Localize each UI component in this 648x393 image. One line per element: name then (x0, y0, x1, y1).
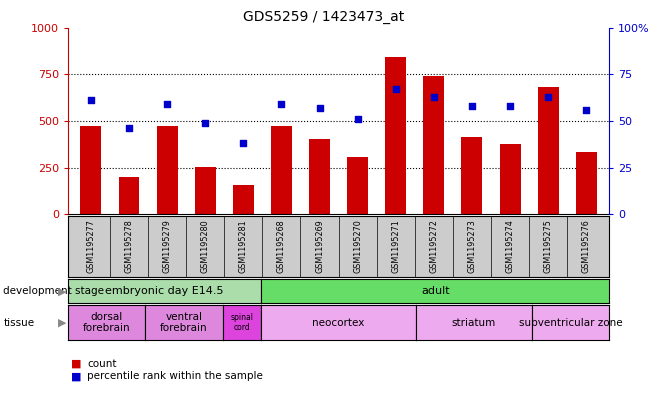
Bar (347, 157, 368, 214)
Point (581, 107, 592, 113)
Text: ventral
forebrain: ventral forebrain (160, 312, 208, 333)
Bar (271, 127, 292, 214)
Text: ■: ■ (71, 371, 82, 382)
Text: GSM1195278: GSM1195278 (124, 219, 133, 273)
Point (276, 101, 286, 107)
Text: striatum: striatum (452, 318, 496, 328)
Text: GSM1195277: GSM1195277 (86, 219, 95, 273)
Bar (80, 127, 101, 214)
Bar (576, 152, 597, 214)
Text: GSM1195268: GSM1195268 (277, 219, 286, 273)
Bar (157, 125, 178, 214)
Bar (386, 57, 406, 214)
Text: embryonic day E14.5: embryonic day E14.5 (106, 286, 224, 296)
Text: GSM1195272: GSM1195272 (430, 219, 438, 273)
Text: subventricular zone: subventricular zone (518, 318, 622, 328)
Text: GSM1195276: GSM1195276 (582, 219, 591, 273)
Text: neocortex: neocortex (312, 318, 365, 328)
Bar (423, 76, 445, 214)
Text: ■: ■ (71, 358, 82, 369)
Point (314, 105, 325, 111)
Point (505, 103, 515, 109)
Text: percentile rank within the sample: percentile rank within the sample (87, 371, 263, 382)
Text: GSM1195273: GSM1195273 (467, 219, 476, 273)
Point (124, 125, 134, 131)
Bar (500, 144, 520, 214)
Text: GSM1195280: GSM1195280 (201, 219, 210, 273)
Point (162, 101, 172, 107)
Text: ▶: ▶ (58, 318, 67, 328)
Text: adult: adult (421, 286, 450, 296)
Text: GSM1195271: GSM1195271 (391, 219, 400, 273)
Point (238, 140, 248, 146)
Bar (538, 87, 559, 214)
Bar (461, 137, 482, 214)
Text: GSM1195279: GSM1195279 (163, 219, 172, 273)
Text: GSM1195275: GSM1195275 (544, 219, 553, 273)
Text: ▶: ▶ (58, 286, 67, 296)
Point (353, 116, 363, 122)
Text: GSM1195269: GSM1195269 (315, 219, 324, 273)
Text: GSM1195274: GSM1195274 (505, 219, 515, 273)
Point (391, 86, 401, 92)
Bar (233, 185, 254, 214)
Bar (119, 177, 139, 214)
Point (200, 119, 211, 126)
Text: development stage: development stage (3, 286, 104, 296)
Text: spinal
cord: spinal cord (231, 313, 253, 332)
Point (86, 97, 96, 103)
Text: count: count (87, 358, 117, 369)
Text: GSM1195281: GSM1195281 (239, 219, 248, 273)
Text: GDS5259 / 1423473_at: GDS5259 / 1423473_at (244, 10, 404, 24)
Text: GSM1195270: GSM1195270 (353, 219, 362, 273)
Text: tissue: tissue (3, 318, 34, 328)
Bar (309, 139, 330, 214)
Bar (195, 167, 216, 214)
Point (543, 94, 553, 100)
Point (429, 94, 439, 100)
Text: dorsal
forebrain: dorsal forebrain (83, 312, 130, 333)
Point (467, 103, 477, 109)
